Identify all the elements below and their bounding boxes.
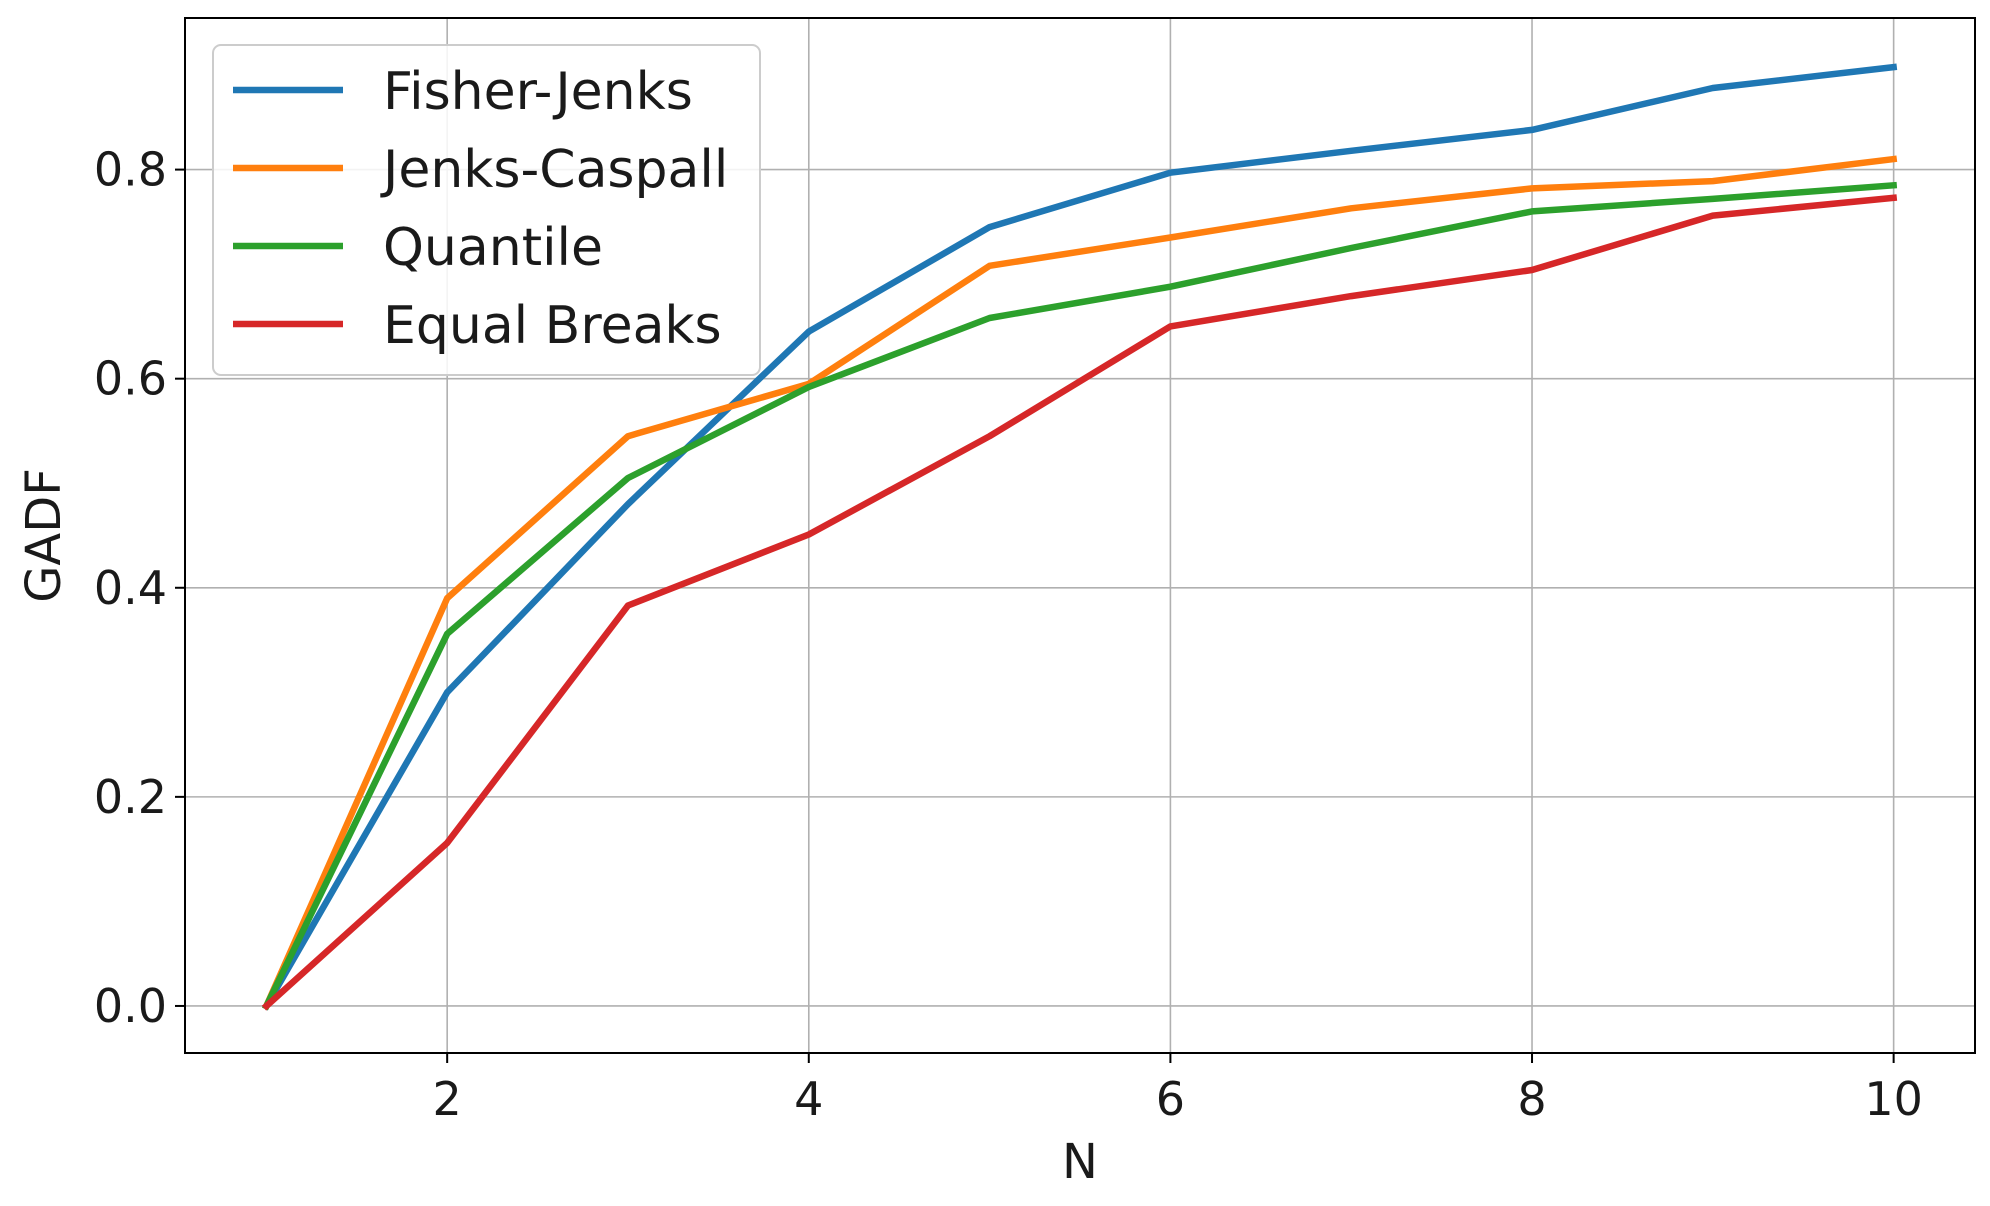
x-tick-label: 10 [1864, 1072, 1923, 1126]
legend-box [212, 44, 761, 376]
legend-label: Quantile [383, 218, 603, 278]
y-tick-label: 0.0 [94, 979, 167, 1033]
y-tick-label: 0.4 [94, 561, 167, 615]
series-line-equal-breaks [261, 194, 1898, 1011]
x-tick-label: 8 [1517, 1072, 1546, 1126]
legend: Fisher-Jenks Jenks-Caspall Quantile Equal B… [212, 44, 761, 376]
y-axis-title: GADF [16, 468, 72, 603]
legend-label: Jenks-Caspall [380, 140, 728, 200]
y-tick-label: 0.6 [94, 352, 167, 406]
x-tick-label: 2 [433, 1072, 462, 1126]
x-axis-title: N [1062, 1134, 1098, 1190]
series-line-quantile [262, 181, 1898, 1011]
legend-label: Fisher-Jenks [383, 62, 693, 122]
plot-frame [184, 17, 1976, 1054]
legend-label: Equal Breaks [383, 296, 722, 356]
series-layer [261, 63, 1898, 1011]
series-line-fisher-jenks [261, 63, 1898, 1011]
series-line-jenks-caspall [262, 155, 1898, 1011]
x-tick-label: 6 [1156, 1072, 1185, 1126]
x-tick-label: 4 [794, 1072, 823, 1126]
y-tick-label: 0.8 [94, 143, 167, 197]
y-tick-label: 0.2 [94, 770, 167, 824]
x-axis: 2 4 6 8 10 [433, 1053, 1923, 1126]
y-axis: 0.0 0.2 0.4 0.6 0.8 [94, 143, 185, 1033]
